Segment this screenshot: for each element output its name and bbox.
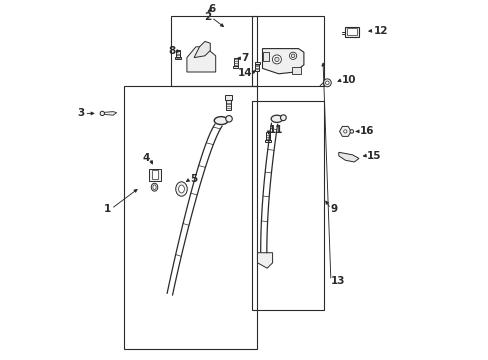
- Polygon shape: [104, 112, 117, 115]
- Text: 16: 16: [359, 126, 373, 136]
- Text: 11: 11: [268, 125, 283, 135]
- Ellipse shape: [291, 54, 294, 58]
- Bar: [170, 16, 257, 86]
- Bar: [255, 63, 259, 71]
- Ellipse shape: [214, 117, 227, 125]
- Ellipse shape: [280, 115, 285, 121]
- Text: 7: 7: [241, 53, 248, 63]
- Text: 13: 13: [330, 276, 345, 286]
- Polygon shape: [194, 41, 210, 58]
- Text: 9: 9: [330, 204, 337, 214]
- Bar: [265, 132, 269, 140]
- Ellipse shape: [274, 57, 279, 62]
- Text: 8: 8: [168, 46, 175, 56]
- Bar: [176, 50, 180, 58]
- Bar: [265, 140, 270, 142]
- Ellipse shape: [178, 185, 184, 193]
- Polygon shape: [262, 49, 303, 74]
- Text: 1: 1: [104, 204, 111, 214]
- Bar: [233, 58, 237, 67]
- Ellipse shape: [270, 115, 282, 122]
- Text: 4: 4: [142, 153, 149, 163]
- Bar: [344, 27, 358, 37]
- Bar: [123, 86, 257, 349]
- Bar: [254, 62, 260, 64]
- Bar: [251, 16, 323, 86]
- Text: 2: 2: [203, 12, 211, 22]
- Text: 3: 3: [77, 108, 84, 118]
- Ellipse shape: [100, 111, 104, 116]
- Text: 6: 6: [208, 4, 215, 14]
- Ellipse shape: [225, 116, 232, 122]
- Bar: [251, 101, 323, 310]
- Bar: [262, 52, 268, 61]
- Ellipse shape: [153, 185, 156, 189]
- Bar: [225, 95, 231, 100]
- Ellipse shape: [349, 130, 353, 133]
- Bar: [175, 57, 181, 59]
- Ellipse shape: [289, 52, 296, 59]
- Ellipse shape: [272, 55, 281, 64]
- Bar: [346, 28, 356, 35]
- Polygon shape: [338, 152, 358, 162]
- Ellipse shape: [343, 130, 346, 133]
- Ellipse shape: [175, 182, 187, 196]
- Text: 15: 15: [366, 150, 381, 161]
- Ellipse shape: [325, 81, 328, 85]
- Bar: [291, 67, 301, 74]
- Text: 14: 14: [237, 68, 252, 78]
- Bar: [226, 99, 230, 110]
- Bar: [151, 170, 158, 179]
- Bar: [149, 169, 160, 181]
- Ellipse shape: [323, 79, 330, 87]
- Text: 10: 10: [341, 75, 355, 85]
- Polygon shape: [186, 47, 215, 72]
- Text: 5: 5: [189, 174, 197, 184]
- Text: 12: 12: [373, 26, 387, 36]
- Bar: [232, 66, 238, 68]
- Ellipse shape: [151, 183, 158, 191]
- Polygon shape: [257, 253, 272, 268]
